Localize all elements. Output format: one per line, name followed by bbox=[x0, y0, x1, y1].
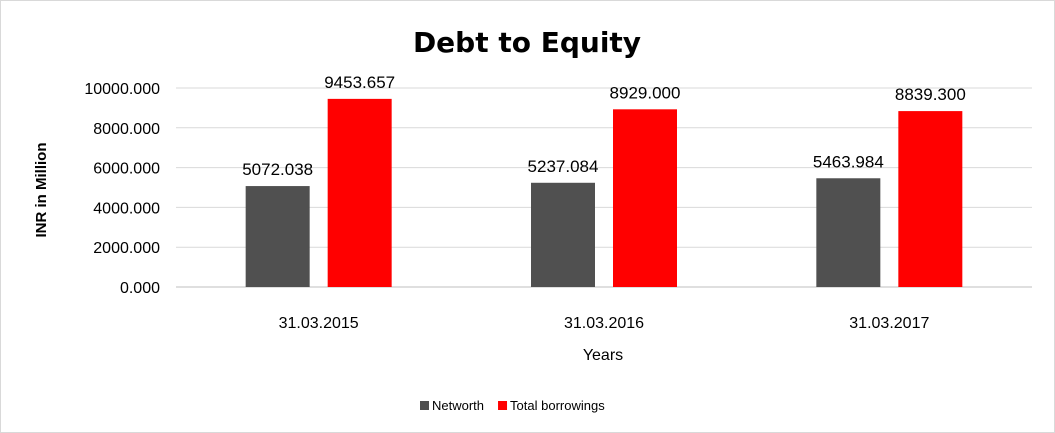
data-labels: 5072.038 9453.657 5237.084 8929.000 5463.984… bbox=[242, 73, 966, 179]
y-axis-title: INR in Million bbox=[33, 143, 50, 238]
data-label: 5237.084 bbox=[528, 157, 599, 176]
y-tick-label: 0.000 bbox=[120, 280, 160, 297]
y-tick-label: 10000.000 bbox=[84, 81, 160, 98]
legend-swatch bbox=[420, 401, 429, 410]
bar-total-borrowings bbox=[898, 111, 963, 287]
x-axis-ticks: 31.03.2015 31.03.2016 31.03.2017 bbox=[279, 315, 930, 332]
bars bbox=[245, 98, 963, 287]
y-axis-ticks: 0.000 2000.000 4000.000 6000.000 8000.000 100… bbox=[84, 81, 160, 297]
legend-item: Networth bbox=[420, 398, 484, 413]
legend: Networth Total borrowings bbox=[420, 398, 605, 413]
bar-networth bbox=[245, 186, 310, 287]
legend-item: Total borrowings bbox=[498, 398, 605, 413]
chart-title: Debt to Equity bbox=[413, 26, 641, 59]
data-label: 8839.300 bbox=[895, 85, 966, 104]
y-tick-label: 8000.000 bbox=[93, 121, 160, 138]
data-label: 5463.984 bbox=[813, 152, 884, 171]
y-tick-label: 4000.000 bbox=[93, 200, 160, 217]
legend-swatch bbox=[498, 401, 508, 410]
x-tick-label: 31.03.2016 bbox=[564, 315, 644, 332]
legend-label: Total borrowings bbox=[510, 398, 605, 413]
data-label: 8929.000 bbox=[610, 83, 681, 102]
legend-label: Networth bbox=[432, 398, 484, 413]
bar-total-borrowings bbox=[613, 109, 677, 287]
bar-networth bbox=[816, 178, 881, 287]
data-label: 9453.657 bbox=[324, 73, 395, 92]
data-label: 5072.038 bbox=[242, 160, 313, 179]
x-axis-title: Years bbox=[583, 347, 623, 364]
bar-networth bbox=[531, 182, 595, 287]
bar-total-borrowings bbox=[327, 98, 392, 287]
x-tick-label: 31.03.2017 bbox=[849, 315, 929, 332]
gridlines bbox=[176, 87, 1032, 288]
y-tick-label: 6000.000 bbox=[93, 161, 160, 178]
y-tick-label: 2000.000 bbox=[93, 240, 160, 257]
x-tick-label: 31.03.2015 bbox=[279, 315, 359, 332]
